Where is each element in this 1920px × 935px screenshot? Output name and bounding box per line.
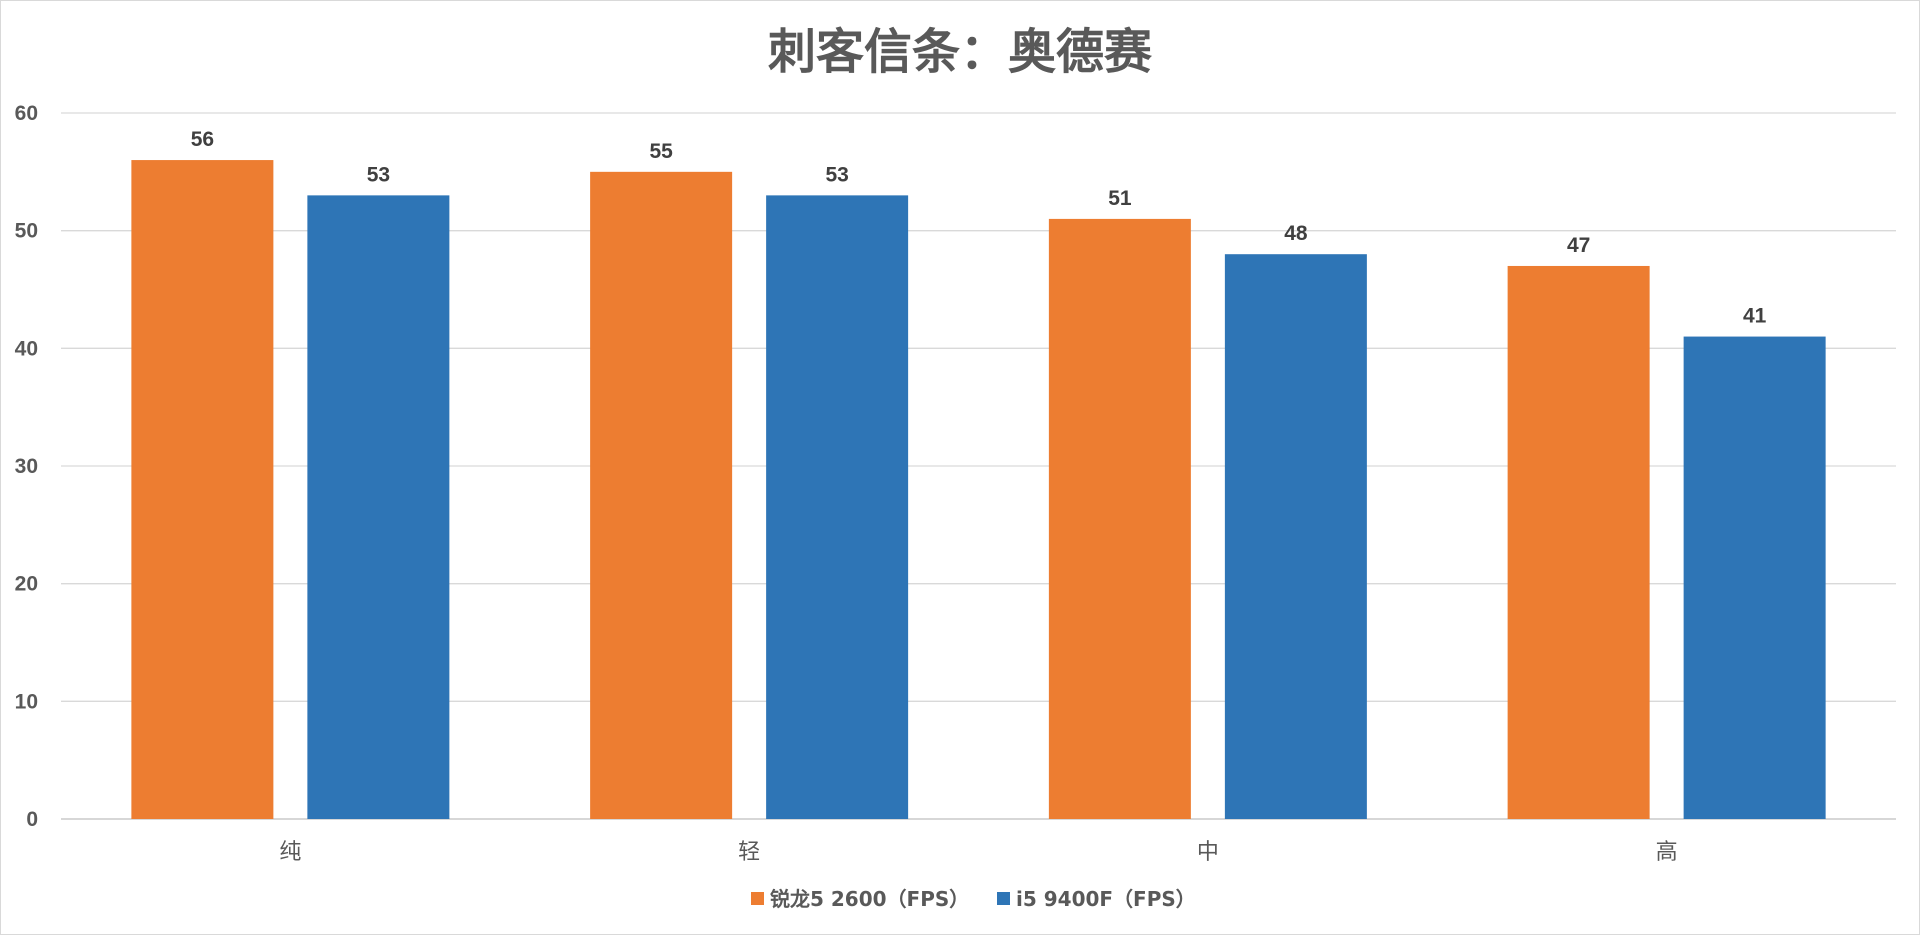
bar-series-1-1 [131, 160, 274, 820]
data-labels: 56 53 55 53 51 48 47 41 [191, 128, 1767, 328]
y-tick-label: 0 [26, 808, 38, 831]
legend: 锐龙5 2600（FPS） i5 9400F（FPS） [751, 887, 1196, 911]
x-axis-ticks: 纯轻中高 [279, 840, 1677, 865]
data-label: 41 [1743, 305, 1767, 328]
x-tick-label: 纯 [279, 840, 301, 865]
x-tick-label: 中 [1197, 840, 1219, 865]
x-tick-label: 高 [1656, 840, 1678, 865]
y-axis-ticks: 0 10 20 30 40 50 60 [15, 102, 38, 831]
data-label: 56 [191, 128, 214, 151]
bar-series-2-3 [1224, 254, 1367, 819]
data-label: 51 [1108, 187, 1132, 210]
y-tick-label: 20 [15, 573, 38, 596]
legend-swatch [997, 892, 1010, 905]
chart-title: 刺客信条：奥德赛 [768, 24, 1153, 80]
bar-series-2-1 [307, 195, 450, 819]
y-tick-label: 60 [15, 102, 38, 125]
bar-series-2-2 [766, 195, 909, 819]
bar-series-2-4 [1683, 336, 1826, 819]
legend-label: i5 9400F（FPS） [1016, 887, 1196, 911]
data-label: 53 [825, 163, 848, 186]
data-label: 48 [1284, 222, 1308, 245]
bar-series-1-2 [590, 171, 733, 820]
legend-swatch [751, 892, 764, 905]
y-tick-label: 50 [15, 220, 38, 243]
y-tick-label: 40 [15, 337, 38, 360]
data-label: 47 [1567, 234, 1590, 257]
y-tick-label: 30 [15, 455, 38, 478]
legend-label: 锐龙5 2600（FPS） [770, 887, 969, 911]
bars [131, 160, 1826, 820]
bar-series-1-4 [1507, 265, 1650, 819]
data-label: 53 [367, 163, 390, 186]
bar-series-1-3 [1048, 218, 1191, 819]
data-label: 55 [649, 140, 673, 163]
y-tick-label: 10 [15, 690, 38, 713]
x-tick-label: 轻 [738, 840, 760, 865]
